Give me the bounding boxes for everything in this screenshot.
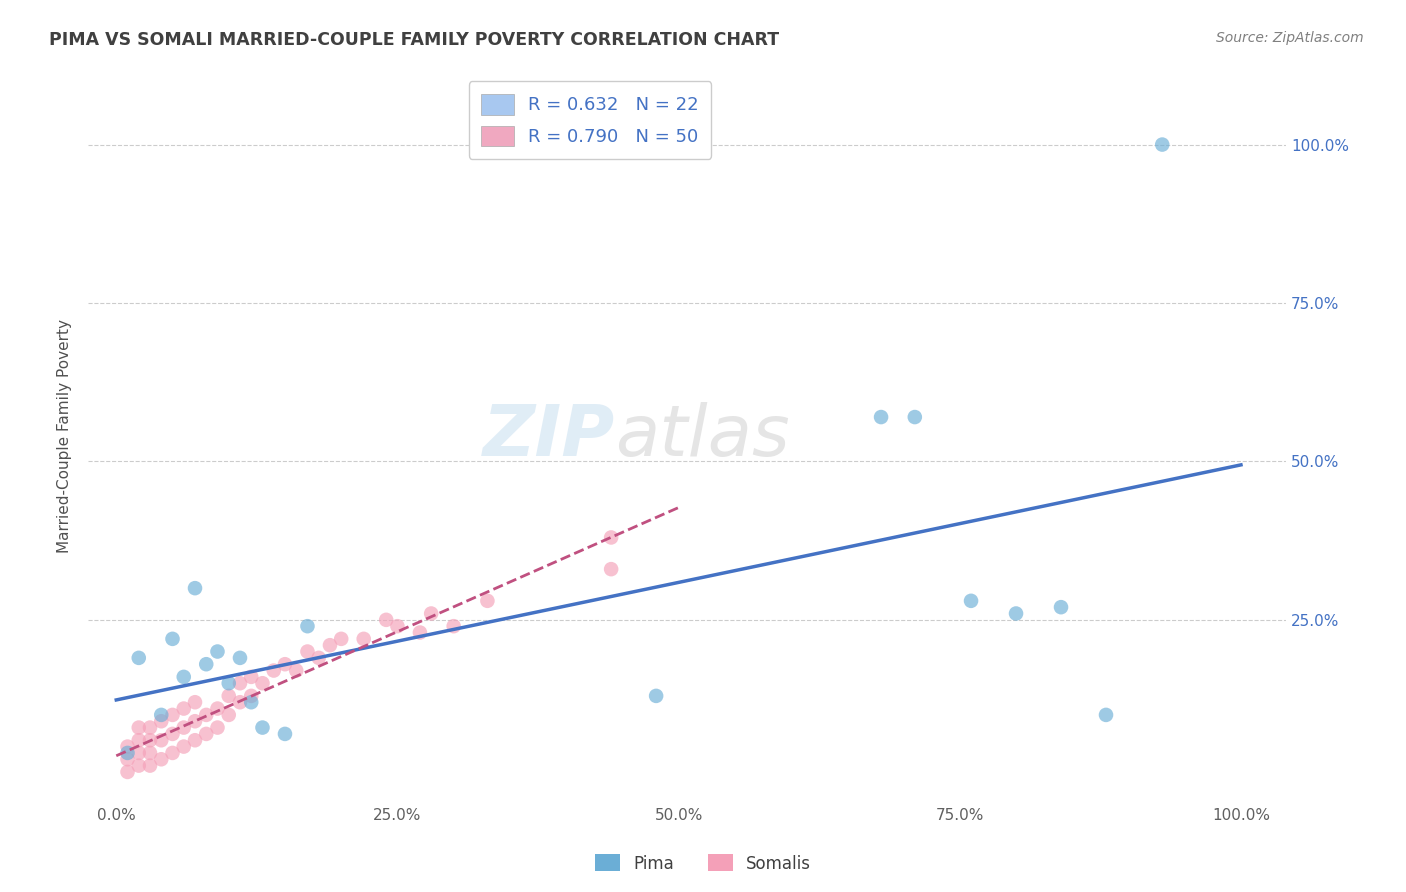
Point <box>173 739 195 754</box>
Point <box>117 739 139 754</box>
Point <box>117 764 139 779</box>
Point <box>330 632 353 646</box>
Point <box>139 758 162 772</box>
Point <box>308 651 330 665</box>
Point <box>150 733 173 747</box>
Point <box>1005 607 1028 621</box>
Point <box>319 638 342 652</box>
Y-axis label: Married-Couple Family Poverty: Married-Couple Family Poverty <box>58 319 72 553</box>
Point <box>162 727 184 741</box>
Point <box>240 689 263 703</box>
Point <box>139 733 162 747</box>
Point <box>600 531 623 545</box>
Point <box>162 632 184 646</box>
Point <box>139 746 162 760</box>
Point <box>375 613 398 627</box>
Point <box>184 695 207 709</box>
Point <box>207 701 229 715</box>
Point <box>218 676 240 690</box>
Point <box>1095 707 1118 722</box>
Point <box>274 657 297 672</box>
Point <box>387 619 409 633</box>
Point <box>162 746 184 760</box>
Point <box>128 758 150 772</box>
Point <box>252 676 274 690</box>
Point <box>117 746 139 760</box>
Point <box>173 670 195 684</box>
Text: atlas: atlas <box>616 401 790 471</box>
Point <box>128 746 150 760</box>
Point <box>229 676 252 690</box>
Text: Source: ZipAtlas.com: Source: ZipAtlas.com <box>1216 31 1364 45</box>
Point <box>150 714 173 729</box>
Point <box>645 689 668 703</box>
Point <box>420 607 443 621</box>
Point <box>218 707 240 722</box>
Point <box>128 733 150 747</box>
Point <box>870 410 893 425</box>
Point <box>297 644 319 658</box>
Point <box>1050 600 1073 615</box>
Point <box>117 752 139 766</box>
Point <box>600 562 623 576</box>
Point <box>162 707 184 722</box>
Point <box>477 594 499 608</box>
Point <box>139 721 162 735</box>
Point <box>128 721 150 735</box>
Point <box>195 707 218 722</box>
Point <box>195 727 218 741</box>
Point <box>207 644 229 658</box>
Legend: Pima, Somalis: Pima, Somalis <box>589 847 817 880</box>
Point <box>229 651 252 665</box>
Point <box>173 701 195 715</box>
Text: PIMA VS SOMALI MARRIED-COUPLE FAMILY POVERTY CORRELATION CHART: PIMA VS SOMALI MARRIED-COUPLE FAMILY POV… <box>49 31 779 49</box>
Point <box>353 632 375 646</box>
Point <box>184 581 207 595</box>
Point <box>409 625 432 640</box>
Point <box>252 721 274 735</box>
Point <box>443 619 465 633</box>
Point <box>173 721 195 735</box>
Point <box>274 727 297 741</box>
Legend: R = 0.632   N = 22, R = 0.790   N = 50: R = 0.632 N = 22, R = 0.790 N = 50 <box>468 81 711 159</box>
Point <box>904 410 927 425</box>
Point <box>195 657 218 672</box>
Point <box>240 670 263 684</box>
Point <box>297 619 319 633</box>
Point <box>285 664 308 678</box>
Point <box>184 714 207 729</box>
Point <box>229 695 252 709</box>
Point <box>240 695 263 709</box>
Point <box>128 651 150 665</box>
Point <box>263 664 285 678</box>
Point <box>1152 137 1174 152</box>
Point <box>150 707 173 722</box>
Point <box>960 594 983 608</box>
Point <box>218 689 240 703</box>
Point <box>150 752 173 766</box>
Text: ZIP: ZIP <box>482 401 616 471</box>
Point <box>184 733 207 747</box>
Point <box>207 721 229 735</box>
